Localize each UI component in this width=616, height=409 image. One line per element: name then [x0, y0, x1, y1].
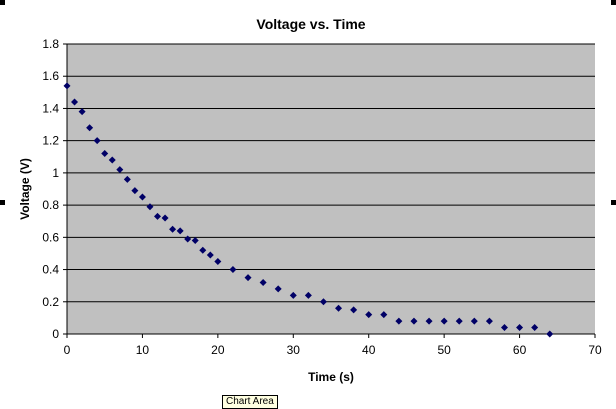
data-point [131, 187, 139, 195]
y-tick-label: 0.8 [42, 198, 59, 212]
data-point [101, 150, 109, 158]
y-tick-label: 1.4 [42, 101, 59, 115]
y-axis-label: Voltage (V) [18, 158, 32, 220]
data-point [214, 258, 222, 265]
data-point [274, 285, 282, 293]
data-point [304, 291, 312, 299]
data-point [244, 274, 252, 282]
x-tick-label: 30 [287, 343, 301, 357]
data-point [63, 82, 71, 90]
data-point [425, 317, 433, 325]
x-tick-label: 60 [513, 343, 527, 357]
plot-area[interactable] [67, 44, 595, 334]
data-point [410, 317, 418, 325]
data-point [229, 266, 237, 274]
data-point [206, 251, 214, 259]
selection-handle[interactable] [0, 0, 5, 5]
data-point [78, 108, 86, 116]
data-point [199, 246, 207, 254]
selection-handle[interactable] [611, 0, 616, 5]
data-point [516, 324, 524, 332]
data-point [365, 311, 373, 319]
x-tick-label: 10 [136, 343, 150, 357]
y-tick-label: 0.4 [42, 263, 59, 277]
data-point [380, 311, 388, 319]
data-point [440, 317, 448, 325]
data-point [455, 317, 463, 325]
y-tick-label: 0.6 [42, 230, 59, 244]
y-tick-label: 1.6 [42, 69, 59, 83]
data-point [123, 175, 131, 183]
data-point [289, 291, 297, 299]
data-point [485, 317, 493, 325]
data-point [169, 225, 177, 233]
chart-title: Voltage vs. Time [256, 16, 365, 32]
data-point [395, 317, 403, 325]
selection-handle[interactable] [611, 200, 616, 205]
data-point [108, 156, 116, 164]
data-point [184, 235, 192, 243]
x-tick-label: 70 [588, 343, 602, 357]
x-tick-label: 40 [362, 343, 376, 357]
data-point [191, 237, 199, 245]
data-point [259, 278, 267, 286]
y-tick-label: 1 [52, 166, 59, 180]
y-tick-label: 1.8 [42, 37, 59, 51]
data-point [86, 124, 94, 132]
data-point [116, 166, 124, 174]
data-point [500, 324, 508, 332]
y-tick-label: 0.2 [42, 295, 59, 309]
data-point [319, 298, 327, 306]
data-point [146, 203, 154, 211]
x-tick-label: 50 [437, 343, 451, 357]
data-point [161, 214, 169, 222]
y-tick-label: 0 [52, 327, 59, 341]
data-point [176, 227, 184, 235]
data-point [335, 304, 343, 312]
x-axis-label: Time (s) [308, 370, 354, 384]
data-point [138, 193, 146, 201]
x-tick-label: 20 [211, 343, 225, 357]
data-point [93, 137, 101, 145]
chart-area-tooltip: Chart Area [222, 395, 278, 409]
data-point [546, 330, 554, 338]
x-tick-label: 0 [64, 343, 71, 357]
data-point [154, 212, 162, 220]
data-point [71, 98, 79, 106]
data-point [470, 317, 478, 325]
selection-handle[interactable] [0, 200, 5, 205]
data-point [350, 306, 358, 314]
y-tick-label: 1.2 [42, 134, 59, 148]
data-point [531, 324, 539, 332]
